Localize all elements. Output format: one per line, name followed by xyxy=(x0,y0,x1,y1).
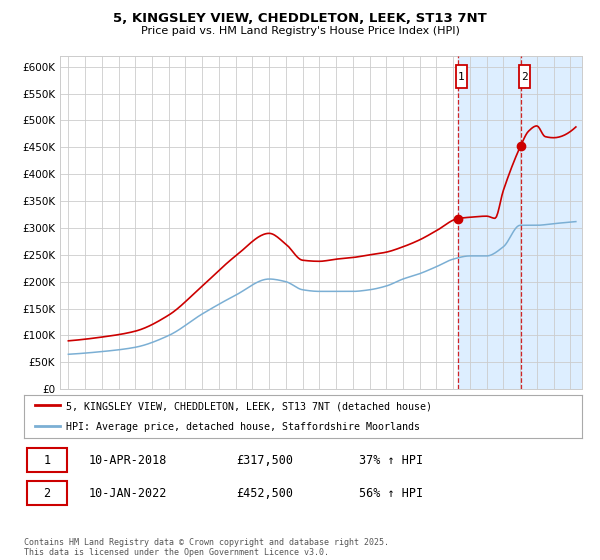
Text: 37% ↑ HPI: 37% ↑ HPI xyxy=(359,454,423,466)
Text: 5, KINGSLEY VIEW, CHEDDLETON, LEEK, ST13 7NT: 5, KINGSLEY VIEW, CHEDDLETON, LEEK, ST13… xyxy=(113,12,487,25)
Text: 5, KINGSLEY VIEW, CHEDDLETON, LEEK, ST13 7NT (detached house): 5, KINGSLEY VIEW, CHEDDLETON, LEEK, ST13… xyxy=(66,401,432,411)
FancyBboxPatch shape xyxy=(27,481,67,505)
Text: 1: 1 xyxy=(458,72,465,82)
Text: HPI: Average price, detached house, Staffordshire Moorlands: HPI: Average price, detached house, Staf… xyxy=(66,422,420,432)
FancyBboxPatch shape xyxy=(27,448,67,472)
Text: 10-APR-2018: 10-APR-2018 xyxy=(88,454,167,466)
Text: 2: 2 xyxy=(521,72,527,82)
Text: 10-JAN-2022: 10-JAN-2022 xyxy=(88,487,167,500)
Text: 1: 1 xyxy=(43,454,50,466)
Text: 2: 2 xyxy=(43,487,50,500)
FancyBboxPatch shape xyxy=(519,65,530,88)
FancyBboxPatch shape xyxy=(456,65,467,88)
Text: Price paid vs. HM Land Registry's House Price Index (HPI): Price paid vs. HM Land Registry's House … xyxy=(140,26,460,36)
Text: £452,500: £452,500 xyxy=(236,487,293,500)
Text: 56% ↑ HPI: 56% ↑ HPI xyxy=(359,487,423,500)
Bar xyxy=(458,56,599,389)
Text: £317,500: £317,500 xyxy=(236,454,293,466)
Text: Contains HM Land Registry data © Crown copyright and database right 2025.
This d: Contains HM Land Registry data © Crown c… xyxy=(24,538,389,557)
